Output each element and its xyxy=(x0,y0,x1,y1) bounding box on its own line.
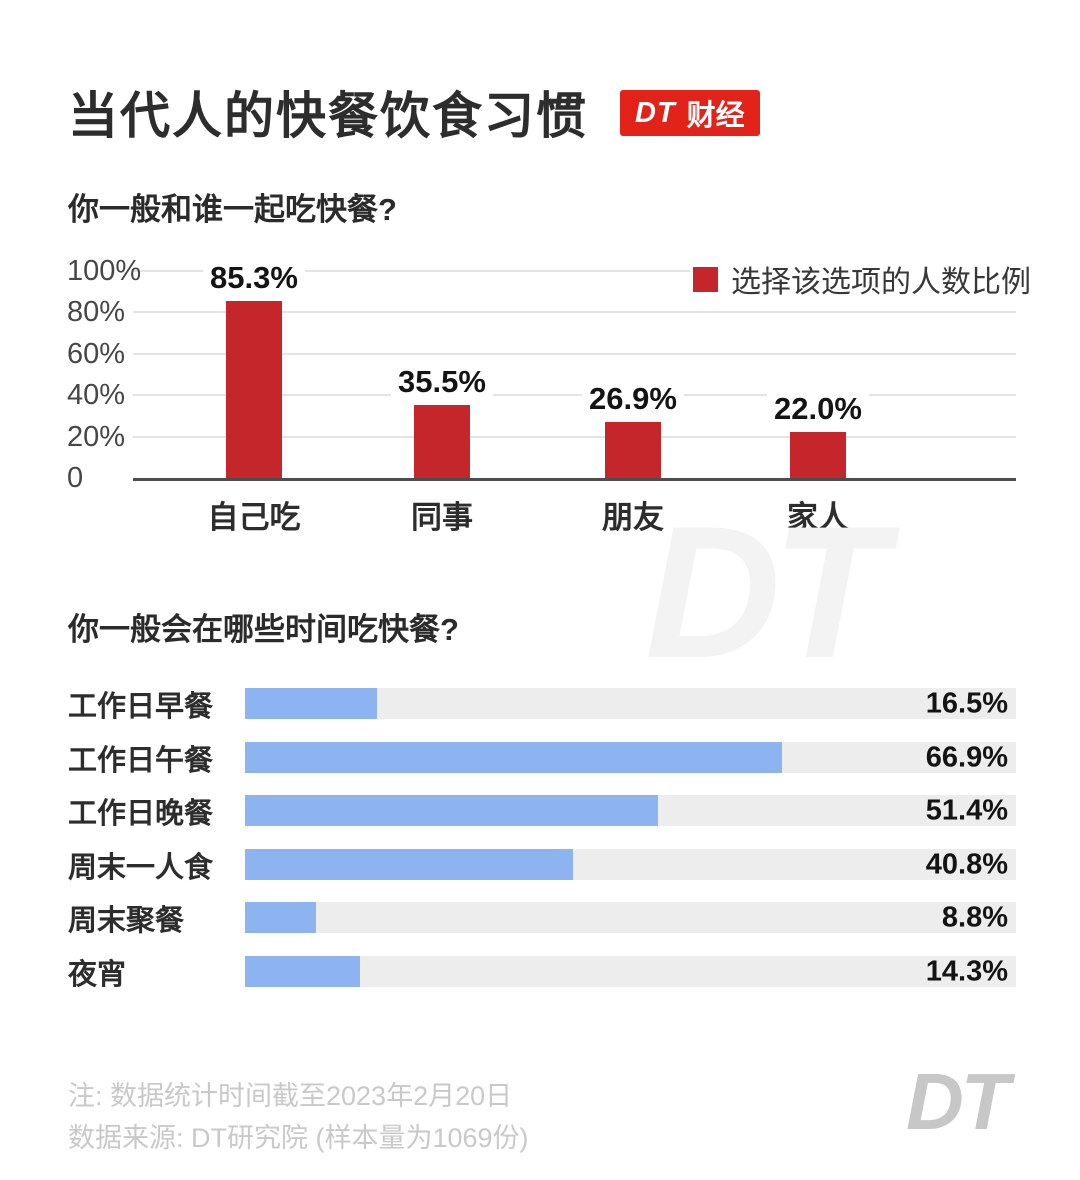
hbar-row: 工作日午餐 66.9% xyxy=(0,741,1080,777)
y-axis-tick-label: 40% xyxy=(67,379,126,412)
bar xyxy=(226,301,282,478)
footer-dt-logo: DT xyxy=(906,1057,1010,1146)
hbar-row: 工作日晚餐 51.4% xyxy=(0,794,1080,830)
dt-logo-text: DT xyxy=(635,96,676,129)
bar xyxy=(414,405,470,478)
vbar-chart: 85.3% 自己吃 35.5% 同事 26.9% 朋友 22.0% 家人 100% 80% 60%… xyxy=(0,250,1080,540)
bar-value-label: 22.0% xyxy=(767,392,869,426)
hbar-fill xyxy=(245,795,658,826)
gridline xyxy=(133,270,1016,272)
hbar-track xyxy=(245,688,1016,719)
footer-note-1: 注: 数据统计时间截至2023年2月20日 xyxy=(68,1081,513,1111)
x-axis-line xyxy=(133,478,1016,481)
hbar-row-label: 工作日晚餐 xyxy=(68,797,214,830)
gridline xyxy=(133,352,1016,355)
legend-label: 选择该选项的人数比例 xyxy=(731,266,1031,299)
hbar-track xyxy=(245,742,1016,773)
vbar-plot: 85.3% 自己吃 35.5% 同事 26.9% 朋友 22.0% 家人 xyxy=(133,250,1016,535)
hbar-row-label: 周末一人食 xyxy=(68,851,214,884)
brand-badge: DT 财经 xyxy=(620,90,760,136)
y-axis-tick-label: 100% xyxy=(67,255,142,287)
bar-value-label: 26.9% xyxy=(582,382,684,416)
hbar-row-label: 工作日早餐 xyxy=(68,690,214,723)
chart-legend: 选择该选项的人数比例 xyxy=(690,255,1034,303)
bar-value-label: 35.5% xyxy=(391,365,493,399)
hbar-value-label: 8.8% xyxy=(941,901,1008,933)
question-1-heading: 你一般和谁一起吃快餐? xyxy=(68,192,397,227)
hbar-track xyxy=(245,902,1016,933)
dt-watermark: DT xyxy=(645,487,887,697)
y-axis-tick-label: 60% xyxy=(67,337,126,370)
bar-category-label: 朋友 xyxy=(602,500,664,535)
gridline xyxy=(133,394,1016,397)
y-axis-tick-label: 0 xyxy=(67,462,84,494)
bar xyxy=(790,432,846,478)
hbar-row-label: 周末聚餐 xyxy=(68,904,185,937)
question-2-heading: 你一般会在哪些时间吃快餐? xyxy=(68,612,459,647)
hbar-fill xyxy=(245,742,783,773)
page-title: 当代人的快餐饮食习惯 xyxy=(68,88,588,144)
bar-category-label: 同事 xyxy=(411,500,473,535)
hbar-value-label: 51.4% xyxy=(925,794,1008,826)
hbar-track xyxy=(245,795,1016,826)
brand-badge-label: 财经 xyxy=(686,100,745,132)
gridline xyxy=(133,311,1016,314)
hbar-value-label: 16.5% xyxy=(925,687,1008,719)
hbar-row-label: 工作日午餐 xyxy=(68,744,214,777)
hbar-fill xyxy=(245,902,316,933)
hbar-track xyxy=(245,956,1016,987)
hbar-track xyxy=(245,849,1016,880)
hbar-value-label: 14.3% xyxy=(925,955,1008,987)
y-axis-tick-label: 80% xyxy=(67,296,126,329)
hbar-chart: 工作日早餐 16.5% 工作日午餐 66.9% 工作日晚餐 51.4% 周末一人食 40.8%… xyxy=(0,687,1080,993)
bar-value-label: 85.3% xyxy=(203,261,305,295)
gridline xyxy=(133,435,1016,438)
footer-note-2: 数据来源: DT研究院 (样本量为1069份) xyxy=(68,1123,529,1153)
bar-category-label: 自己吃 xyxy=(207,500,301,535)
hbar-row-label: 夜宵 xyxy=(68,958,127,991)
hbar-value-label: 40.8% xyxy=(925,848,1008,880)
legend-swatch xyxy=(693,266,718,292)
hbar-row: 周末一人食 40.8% xyxy=(0,848,1080,884)
bar-category-label: 家人 xyxy=(787,500,849,535)
hbar-row: 工作日早餐 16.5% xyxy=(0,687,1080,723)
hbar-fill xyxy=(245,688,378,719)
y-axis-tick-label: 20% xyxy=(67,420,126,453)
bar xyxy=(605,422,661,478)
hbar-row: 夜宵 14.3% xyxy=(0,955,1080,991)
hbar-row: 周末聚餐 8.8% xyxy=(0,901,1080,937)
hbar-value-label: 66.9% xyxy=(925,741,1008,773)
hbar-fill xyxy=(245,849,573,880)
hbar-fill xyxy=(245,956,360,987)
